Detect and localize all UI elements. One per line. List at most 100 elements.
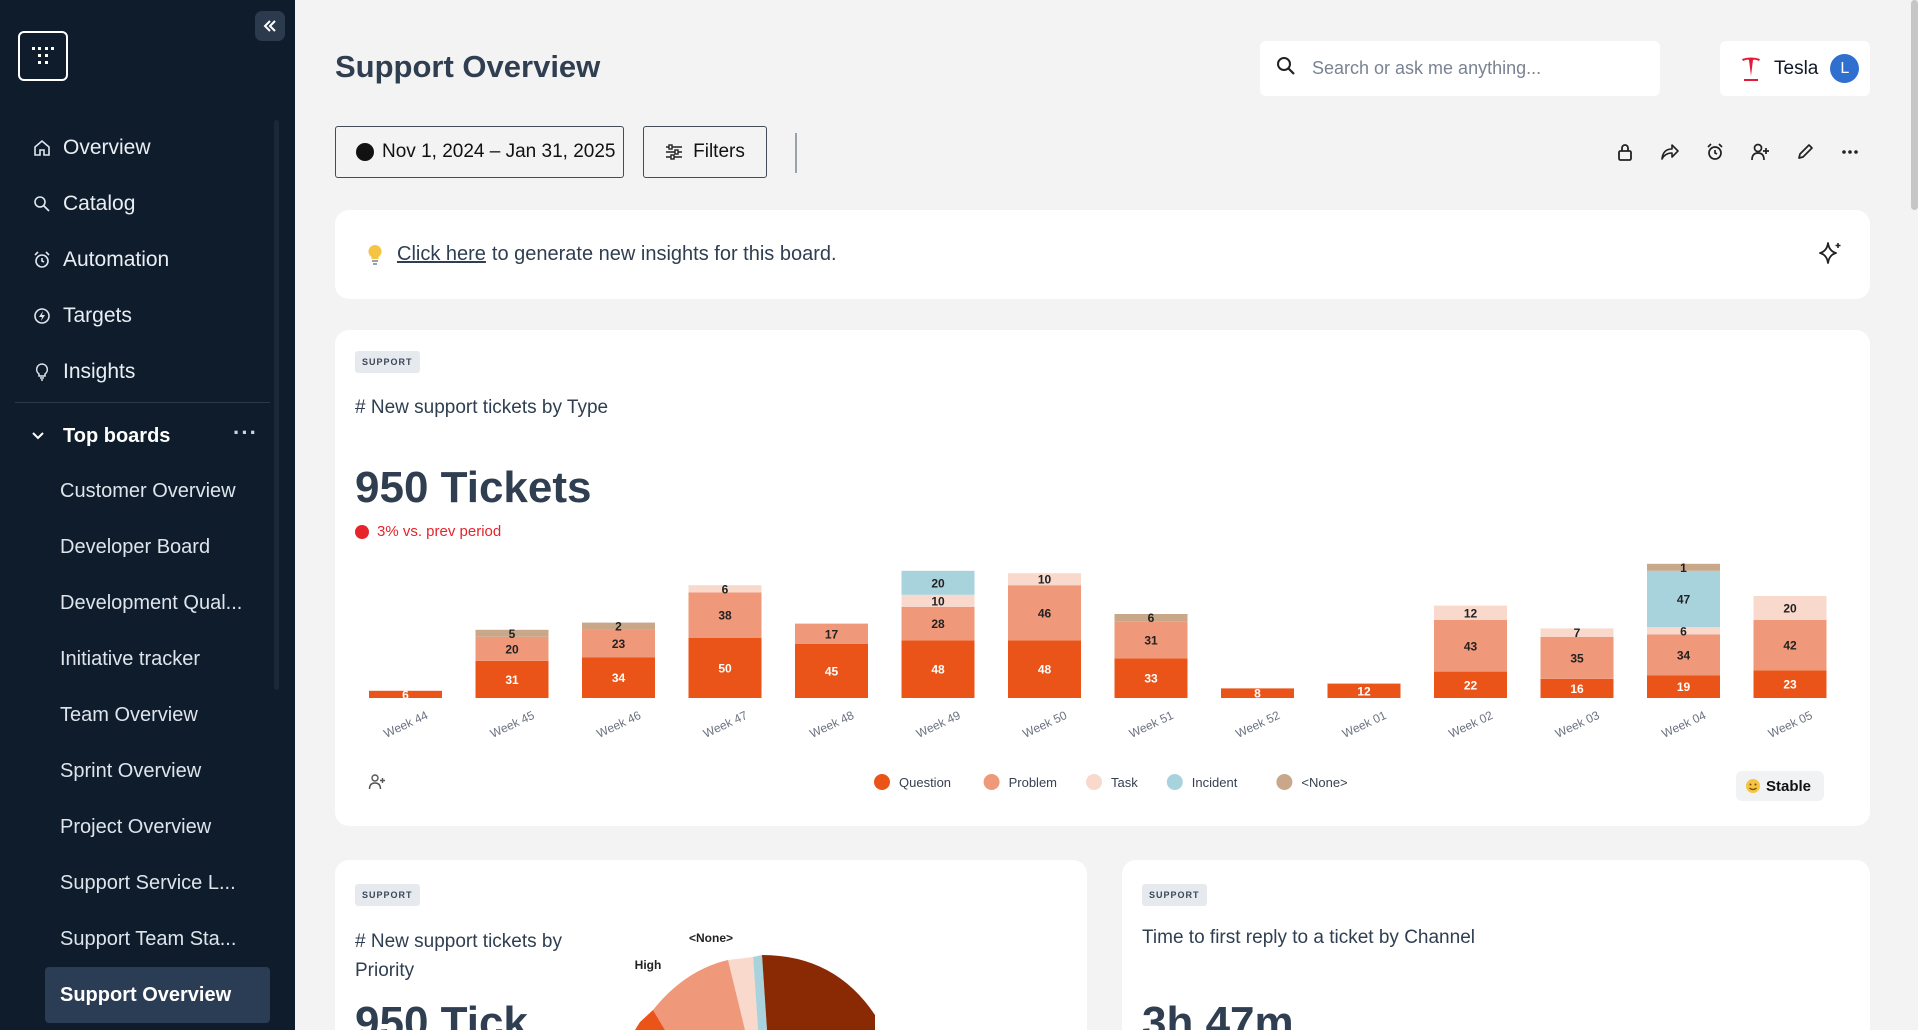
date-range-picker[interactable]: Nov 1, 2024 – Jan 31, 2025 — [335, 126, 624, 178]
bar-segment[interactable] — [1647, 634, 1720, 676]
top-boards-header[interactable]: Top boards ··· — [15, 416, 270, 456]
bar-segment[interactable] — [688, 638, 762, 698]
edit-icon[interactable] — [1795, 137, 1815, 167]
bar-segment[interactable] — [582, 629, 655, 658]
sidebar-item-automation[interactable]: Automation — [15, 232, 270, 288]
bar-segment[interactable] — [369, 690, 442, 698]
trend-down-icon — [355, 524, 369, 539]
bar-segment[interactable] — [901, 594, 975, 607]
card-title: # New support tickets by Priority — [355, 931, 562, 981]
bar-segment[interactable] — [1753, 596, 1827, 620]
lightbulb-icon — [31, 361, 53, 383]
bar-segment[interactable] — [1008, 573, 1081, 586]
bar-segment[interactable] — [901, 606, 975, 641]
collapse-sidebar-button[interactable] — [255, 11, 285, 41]
board-toolbar — [1615, 137, 1860, 167]
board-item[interactable]: Customer Overview — [60, 479, 236, 502]
board-item-active[interactable]: Support Overview — [45, 967, 270, 1023]
add-user-icon[interactable] — [1750, 137, 1770, 167]
bar-segment[interactable] — [582, 657, 655, 698]
sidebar-divider — [15, 402, 270, 403]
bar-segment[interactable] — [688, 585, 762, 593]
bar-segment[interactable] — [1540, 636, 1614, 679]
search-bar[interactable] — [1260, 41, 1660, 96]
sidebar-item-catalog[interactable]: Catalog — [15, 176, 270, 232]
bar-segment[interactable] — [1647, 563, 1720, 571]
bar-segment[interactable] — [1008, 585, 1081, 641]
bar-segment[interactable] — [1327, 683, 1401, 698]
sidebar-item-targets[interactable]: Targets — [15, 288, 270, 344]
tickets-by-type-card: SUPPORT # New support tickets by Type 95… — [335, 330, 1870, 826]
board-item[interactable]: Developer Board — [60, 535, 211, 558]
sidebar-item-overview[interactable]: Overview — [15, 120, 270, 176]
page-scrollbar[interactable] — [1911, 0, 1918, 210]
generate-insights-link[interactable]: Click here — [397, 243, 486, 265]
date-range-label: Nov 1, 2024 – Jan 31, 2025 — [382, 141, 616, 162]
x-tick-label: Week 49 — [914, 708, 963, 741]
bar-segment[interactable] — [1647, 570, 1720, 628]
legend-swatch[interactable] — [1086, 774, 1102, 790]
bar-value-label: 6 — [1680, 624, 1687, 638]
bar-segment[interactable] — [1434, 605, 1507, 620]
board-item[interactable]: Sprint Overview — [60, 759, 202, 782]
tenant-switcher[interactable]: Tesla L — [1720, 41, 1870, 96]
lock-icon[interactable] — [1615, 137, 1635, 167]
bar-segment[interactable] — [475, 629, 549, 637]
sidebar-item-insights[interactable]: Insights — [15, 344, 270, 400]
more-options-icon[interactable] — [1840, 137, 1860, 167]
bar-segment[interactable] — [1540, 678, 1614, 698]
share-icon[interactable] — [1660, 137, 1680, 167]
board-item[interactable]: Project Overview — [60, 815, 212, 838]
assign-user-icon[interactable] — [368, 773, 386, 796]
bar-segment[interactable] — [1008, 640, 1081, 698]
bar-segment[interactable] — [1753, 620, 1827, 671]
status-badge-label: Stable — [1766, 777, 1812, 795]
bar-value-label: 10 — [1038, 573, 1052, 587]
alarm-icon[interactable] — [1705, 137, 1725, 167]
bar-segment[interactable] — [475, 636, 549, 661]
bar-value-label: 6 — [1148, 611, 1155, 625]
more-options-icon[interactable]: ··· — [233, 420, 258, 445]
bar-segment[interactable] — [901, 640, 975, 698]
x-tick-label: Week 52 — [1233, 708, 1282, 741]
bar-segment[interactable] — [795, 623, 868, 644]
bar-segment[interactable] — [1753, 670, 1827, 698]
bar-segment[interactable] — [475, 660, 549, 698]
sidebar-item-label: Overview — [63, 136, 151, 159]
sidebar-scrollbar[interactable] — [274, 120, 279, 690]
bar-value-label: 31 — [505, 673, 519, 687]
bar-segment[interactable] — [582, 622, 655, 630]
bar-segment[interactable] — [688, 592, 762, 638]
board-item[interactable]: Support Service L... — [60, 871, 236, 894]
bar-segment[interactable] — [1434, 671, 1507, 698]
app-logo[interactable] — [18, 31, 68, 81]
bar-segment[interactable] — [901, 570, 975, 595]
board-item[interactable]: Development Qual... — [60, 591, 243, 614]
board-item[interactable]: Initiative tracker — [60, 647, 201, 670]
bar-segment[interactable] — [1221, 688, 1294, 698]
board-item[interactable]: Support Team Sta... — [60, 927, 237, 950]
search-input[interactable] — [1312, 58, 1632, 79]
sidebar-nav: Overview Catalog Automation Targets Insi… — [15, 120, 270, 400]
filters-button[interactable]: Filters — [643, 126, 767, 178]
bar-segment[interactable] — [1114, 614, 1188, 622]
board-item[interactable]: Team Overview — [60, 703, 198, 726]
avatar[interactable]: L — [1830, 54, 1860, 83]
legend-swatch[interactable] — [1276, 774, 1293, 790]
bar-segment[interactable] — [1434, 620, 1507, 672]
sparkle-icon[interactable] — [1816, 240, 1844, 274]
bar-segment[interactable] — [1114, 621, 1188, 659]
legend-swatch[interactable] — [874, 774, 890, 790]
bar-value-label: 16 — [1570, 682, 1584, 696]
insights-banner: Click here to generate new insights for … — [335, 210, 1870, 299]
bar-segment[interactable] — [1114, 658, 1188, 698]
bar-segment[interactable] — [795, 644, 868, 698]
filters-label: Filters — [693, 141, 745, 162]
bar-segment[interactable] — [1647, 627, 1720, 635]
legend-swatch[interactable] — [1166, 774, 1183, 790]
bar-value-label: 43 — [1464, 639, 1478, 653]
bar-segment[interactable] — [1647, 675, 1720, 698]
bolt-circle-icon — [31, 305, 53, 327]
bar-segment[interactable] — [1540, 628, 1614, 637]
legend-swatch[interactable] — [983, 774, 1000, 790]
